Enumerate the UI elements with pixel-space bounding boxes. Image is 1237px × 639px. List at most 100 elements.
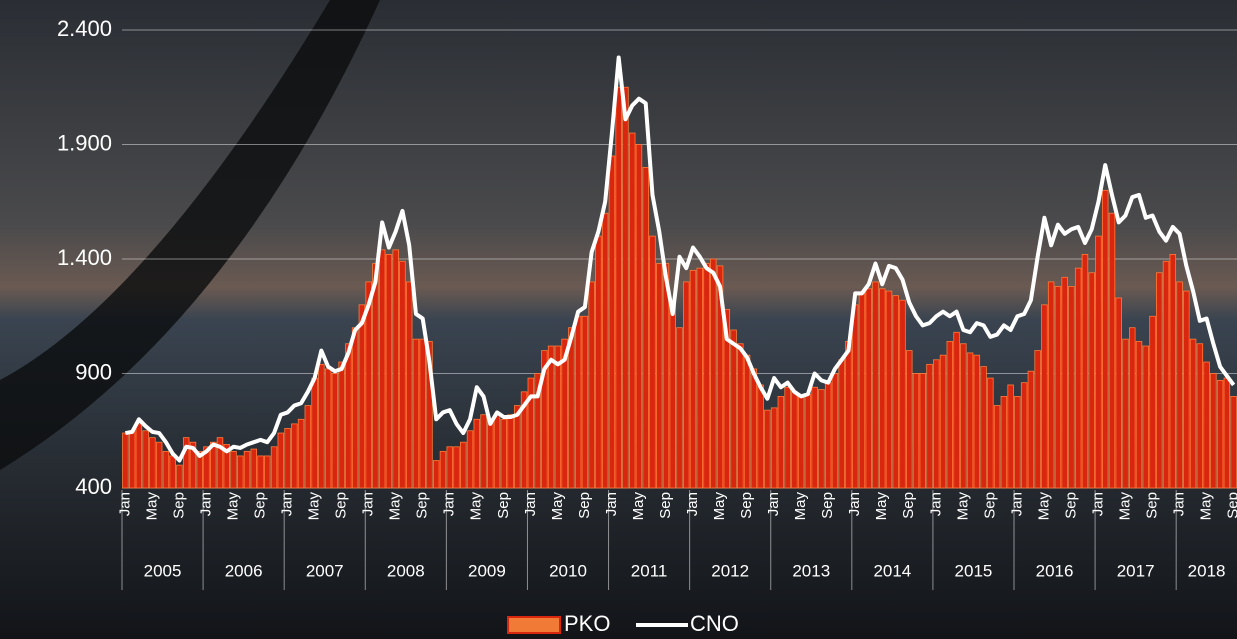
bar <box>312 378 318 488</box>
bar <box>163 451 169 488</box>
bar <box>643 167 649 488</box>
x-tick-label: Sep <box>900 492 917 519</box>
bar <box>406 282 412 488</box>
bar <box>967 353 973 488</box>
bar <box>346 344 352 488</box>
bar <box>656 264 662 488</box>
bar <box>285 428 291 488</box>
x-tick-label: Jan <box>1008 492 1025 516</box>
x-tick-label: Jan <box>279 492 296 516</box>
bar <box>298 419 304 488</box>
bar <box>582 316 588 488</box>
chart: 4009001.4001.9002.400JanMaySepJanMaySepJ… <box>0 0 1237 639</box>
x-tick-label: Sep <box>657 492 674 519</box>
bar <box>873 282 879 488</box>
bar <box>710 259 716 488</box>
bar <box>136 424 142 488</box>
bar <box>690 270 696 488</box>
bar <box>433 461 439 488</box>
bar <box>467 431 473 488</box>
bar <box>481 415 487 488</box>
bar <box>123 433 129 488</box>
x-tick-label: May <box>549 492 566 521</box>
bar <box>812 387 818 488</box>
bar <box>765 410 771 488</box>
x-tick-label: May <box>306 492 323 521</box>
bar <box>251 449 257 488</box>
y-tick-label: 900 <box>75 359 112 384</box>
bar <box>1183 291 1189 488</box>
x-tick-label: Jan <box>1089 492 1106 516</box>
bar <box>879 289 885 488</box>
bar <box>1170 254 1176 488</box>
x-tick-label: May <box>143 492 160 521</box>
bar <box>589 282 595 488</box>
bar <box>846 341 852 488</box>
x-group-label: 2016 <box>1036 561 1074 580</box>
bar <box>231 451 237 488</box>
bar <box>1224 378 1230 488</box>
bar <box>947 341 953 488</box>
bar <box>143 431 149 488</box>
bar <box>1217 380 1223 488</box>
bar <box>420 339 426 488</box>
bar <box>920 374 926 489</box>
x-tick-label: Jan <box>927 492 944 516</box>
bar <box>866 289 872 488</box>
x-group-label: 2017 <box>1117 561 1155 580</box>
bar <box>1082 254 1088 488</box>
bar <box>460 442 466 488</box>
bar <box>305 406 311 488</box>
bar <box>825 383 831 488</box>
bar <box>1197 344 1203 488</box>
bar <box>1177 282 1183 488</box>
bar <box>1035 351 1041 488</box>
bar <box>1116 298 1122 488</box>
x-group-label: 2010 <box>549 561 587 580</box>
bar <box>454 447 460 488</box>
x-tick-label: Jan <box>441 492 458 516</box>
bar <box>731 330 737 488</box>
bar <box>596 236 602 488</box>
bar <box>974 355 980 488</box>
bar <box>569 328 575 488</box>
bar <box>602 213 608 488</box>
y-tick-label: 400 <box>75 474 112 499</box>
bar <box>575 316 581 488</box>
bar <box>393 250 399 488</box>
bar <box>1062 277 1068 488</box>
bar <box>758 385 764 488</box>
bar <box>1211 374 1217 489</box>
bar <box>1008 385 1014 488</box>
bar <box>704 264 710 488</box>
bar <box>900 300 906 488</box>
bar <box>386 254 392 488</box>
x-tick-label: Sep <box>738 492 755 519</box>
bar <box>954 332 960 488</box>
bar <box>1129 328 1135 488</box>
bar <box>650 236 656 488</box>
bar <box>819 390 825 488</box>
x-tick-label: Jan <box>197 492 214 516</box>
bar <box>278 433 284 488</box>
x-tick-label: Sep <box>1143 492 1160 519</box>
bar <box>413 339 419 488</box>
bar <box>150 438 156 488</box>
bar <box>1204 362 1210 488</box>
bar <box>332 374 338 489</box>
bar <box>792 392 798 488</box>
bar <box>1143 346 1149 488</box>
legend-label: PKO <box>564 611 610 636</box>
y-tick-label: 1.900 <box>57 130 112 155</box>
x-tick-label: May <box>873 492 890 521</box>
bar <box>1231 396 1237 488</box>
x-group-label: 2005 <box>144 561 182 580</box>
bar <box>751 369 757 488</box>
x-tick-label: Jan <box>1171 492 1188 516</box>
bar <box>737 344 743 488</box>
bar <box>1069 286 1075 488</box>
bar <box>1089 273 1095 488</box>
bar <box>339 362 345 488</box>
legend-label: CNO <box>690 611 739 636</box>
bar <box>933 360 939 488</box>
